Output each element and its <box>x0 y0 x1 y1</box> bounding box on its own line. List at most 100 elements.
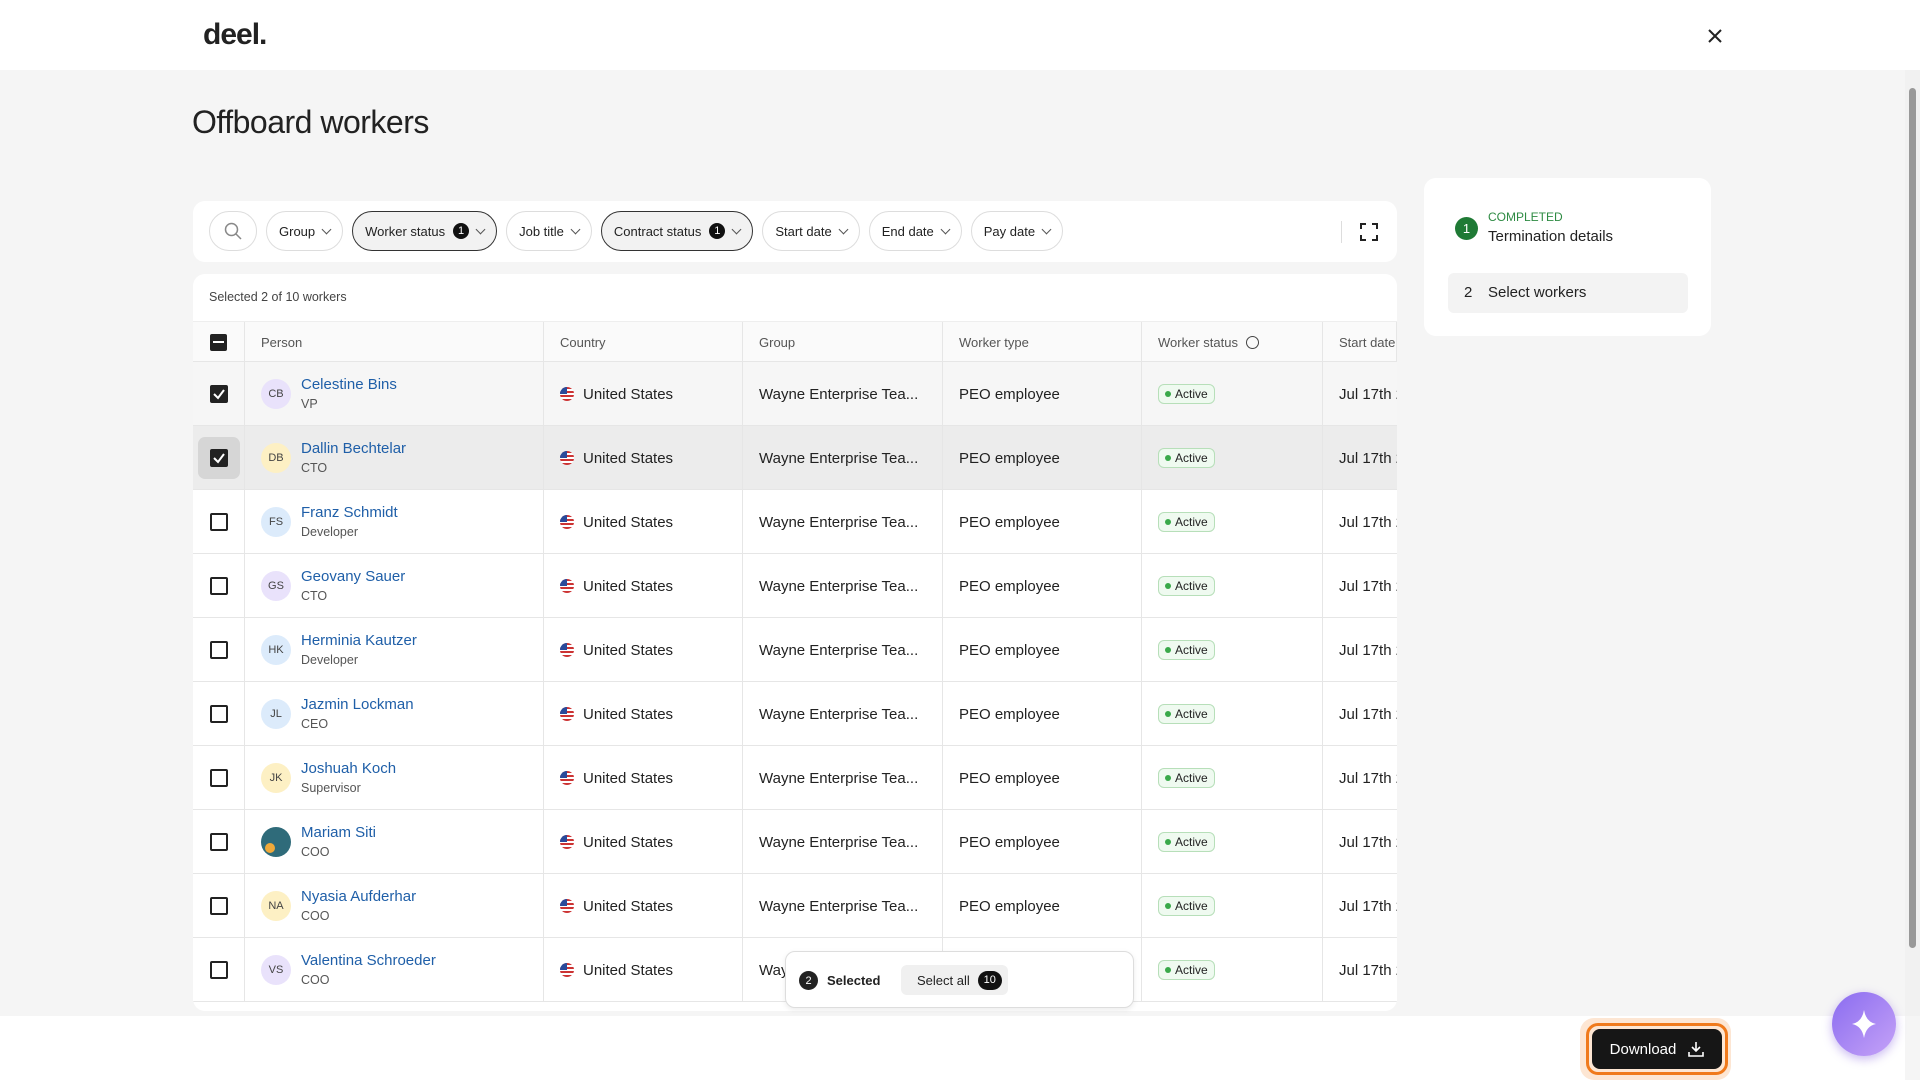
scrollbar-thumb[interactable] <box>1909 88 1916 948</box>
filter-label: Pay date <box>983 223 1036 239</box>
avatar-initials: DB <box>268 452 284 464</box>
divider <box>1341 221 1342 243</box>
person-name[interactable]: Dallin Bechtelar <box>301 439 407 457</box>
person-role: Developer <box>301 524 358 539</box>
avatar-initials: FS <box>268 516 284 528</box>
row-checkbox[interactable] <box>209 449 228 467</box>
group: Wayne Enterprise Tea... <box>759 705 919 723</box>
country: United States <box>583 449 674 467</box>
row-checkbox[interactable] <box>209 961 228 979</box>
person-name[interactable]: Franz Schmidt <box>301 503 398 521</box>
person-cell: FS Franz Schmidt Developer <box>245 490 544 554</box>
check-mark <box>212 389 225 400</box>
row-checkbox[interactable] <box>209 833 228 851</box>
status-dot <box>1165 647 1171 653</box>
select-all-checkbox[interactable] <box>210 334 227 351</box>
select-all-button[interactable]: Select all 10 <box>901 965 1008 995</box>
filter-pill[interactable]: Contract status 1 <box>600 211 754 251</box>
country-cell: United States <box>544 746 743 810</box>
table-row[interactable]: JK Joshuah Koch Supervisor United States Way… <box>193 746 1397 810</box>
logo[interactable]: deel. <box>203 18 267 51</box>
flag <box>560 451 574 465</box>
start-date-cell: Jul 17th 2 <box>1323 490 1397 554</box>
country-cell: United States <box>544 938 743 1002</box>
column-label: Worker type <box>959 335 1029 350</box>
row-checkbox[interactable] <box>209 705 228 723</box>
worker-type-cell: PEO employee <box>943 554 1142 618</box>
column-label: Worker status <box>1158 335 1238 350</box>
group: Wayne Enterprise Tea... <box>759 577 919 595</box>
group-cell: Wayne Enterprise Tea... <box>743 682 943 746</box>
country-cell: United States <box>544 874 743 938</box>
person-name[interactable]: Herminia Kautzer <box>301 631 417 649</box>
person-name[interactable]: Nyasia Aufderhar <box>301 887 417 905</box>
start-date: Jul 17th 2 <box>1339 577 1397 595</box>
avatar: JK <box>261 763 291 793</box>
column-label: Start date <box>1339 335 1396 350</box>
table-row[interactable]: FS Franz Schmidt Developer United States Way… <box>193 490 1397 554</box>
person-name[interactable]: Jazmin Lockman <box>301 695 414 713</box>
table-row[interactable]: HK Herminia Kautzer Developer United States… <box>193 618 1397 682</box>
filter-pill[interactable]: Worker status 1 <box>352 211 498 251</box>
filter-pill[interactable]: Group <box>266 211 344 251</box>
filter-pill[interactable]: Pay date <box>970 211 1064 251</box>
person-name[interactable]: Valentina Schroeder <box>301 951 436 969</box>
table-row[interactable]: GS Geovany Sauer CTO United States Wayne Ent… <box>193 554 1397 618</box>
row-checkbox[interactable] <box>209 769 228 787</box>
status-label: Active <box>1175 387 1208 401</box>
avatar-initials: CB <box>268 388 284 400</box>
country: United States <box>583 513 674 531</box>
person-name[interactable]: Mariam Siti <box>301 823 377 841</box>
step-label[interactable]: Termination details <box>1488 228 1614 245</box>
search-button[interactable] <box>209 211 257 251</box>
avatar: FS <box>261 507 291 537</box>
status-label: Active <box>1175 771 1208 785</box>
start-date: Jul 17th 2 <box>1339 769 1397 787</box>
avatar-initials: HK <box>268 644 284 656</box>
flag <box>560 515 574 529</box>
column-divider <box>244 322 245 363</box>
status-label: Active <box>1175 579 1208 593</box>
ai-assistant-button[interactable] <box>1832 992 1896 1056</box>
download-label: Download <box>1609 1040 1677 1058</box>
person-cell: JK Joshuah Koch Supervisor <box>245 746 544 810</box>
status-cell: Active <box>1142 554 1323 618</box>
status-badge: Active <box>1158 384 1215 404</box>
row-checkbox[interactable] <box>209 897 228 915</box>
person-role: COO <box>301 908 330 923</box>
row-checkbox[interactable] <box>209 577 228 595</box>
person-name[interactable]: Geovany Sauer <box>301 567 406 585</box>
status-badge: Active <box>1158 448 1215 468</box>
expand-button[interactable] <box>1360 223 1378 241</box>
status-badge: Active <box>1158 640 1215 660</box>
table-row[interactable]: DB Dallin Bechtelar CTO United States Wayne … <box>193 426 1397 490</box>
start-date: Jul 17th 2 <box>1339 513 1397 531</box>
table-row[interactable]: CB Celestine Bins VP United States Wayne Ent… <box>193 362 1397 426</box>
current-step[interactable]: 2 Select workers <box>1448 273 1688 313</box>
status-badge: Active <box>1158 896 1215 916</box>
person-role: CTO <box>301 588 328 603</box>
filter-pill[interactable]: End date <box>868 211 962 251</box>
filter-pill[interactable]: Start date <box>762 211 860 251</box>
selection-summary: Selected 2 of 10 workers <box>209 290 347 304</box>
table-row[interactable]: NA Nyasia Aufderhar COO United States Wayne … <box>193 874 1397 938</box>
row-checkbox[interactable] <box>209 641 228 659</box>
download-button[interactable]: Download <box>1592 1029 1722 1069</box>
worker-type-cell: PEO employee <box>943 682 1142 746</box>
person-info: Mariam Siti COO <box>301 824 376 859</box>
table-row[interactable]: Mariam Siti COO United States Wayne Enterpr… <box>193 810 1397 874</box>
person-name[interactable]: Celestine Bins <box>301 375 397 393</box>
group: Wayne Enterprise Tea... <box>759 833 919 851</box>
start-date: Jul 17th 2 <box>1339 833 1397 851</box>
column-header: Person <box>245 322 544 363</box>
close-button[interactable] <box>1707 28 1723 44</box>
person-name[interactable]: Joshuah Koch <box>301 759 397 777</box>
row-checkbox[interactable] <box>209 385 228 403</box>
table-row[interactable]: JL Jazmin Lockman CEO United States Wayne En… <box>193 682 1397 746</box>
info-icon <box>1245 336 1259 349</box>
filter-pill[interactable]: Job title <box>506 211 592 251</box>
row-checkbox[interactable] <box>209 513 228 531</box>
selection-bar: 2 Selected Select all 10 <box>785 951 1134 1008</box>
status-dot <box>1165 583 1171 589</box>
